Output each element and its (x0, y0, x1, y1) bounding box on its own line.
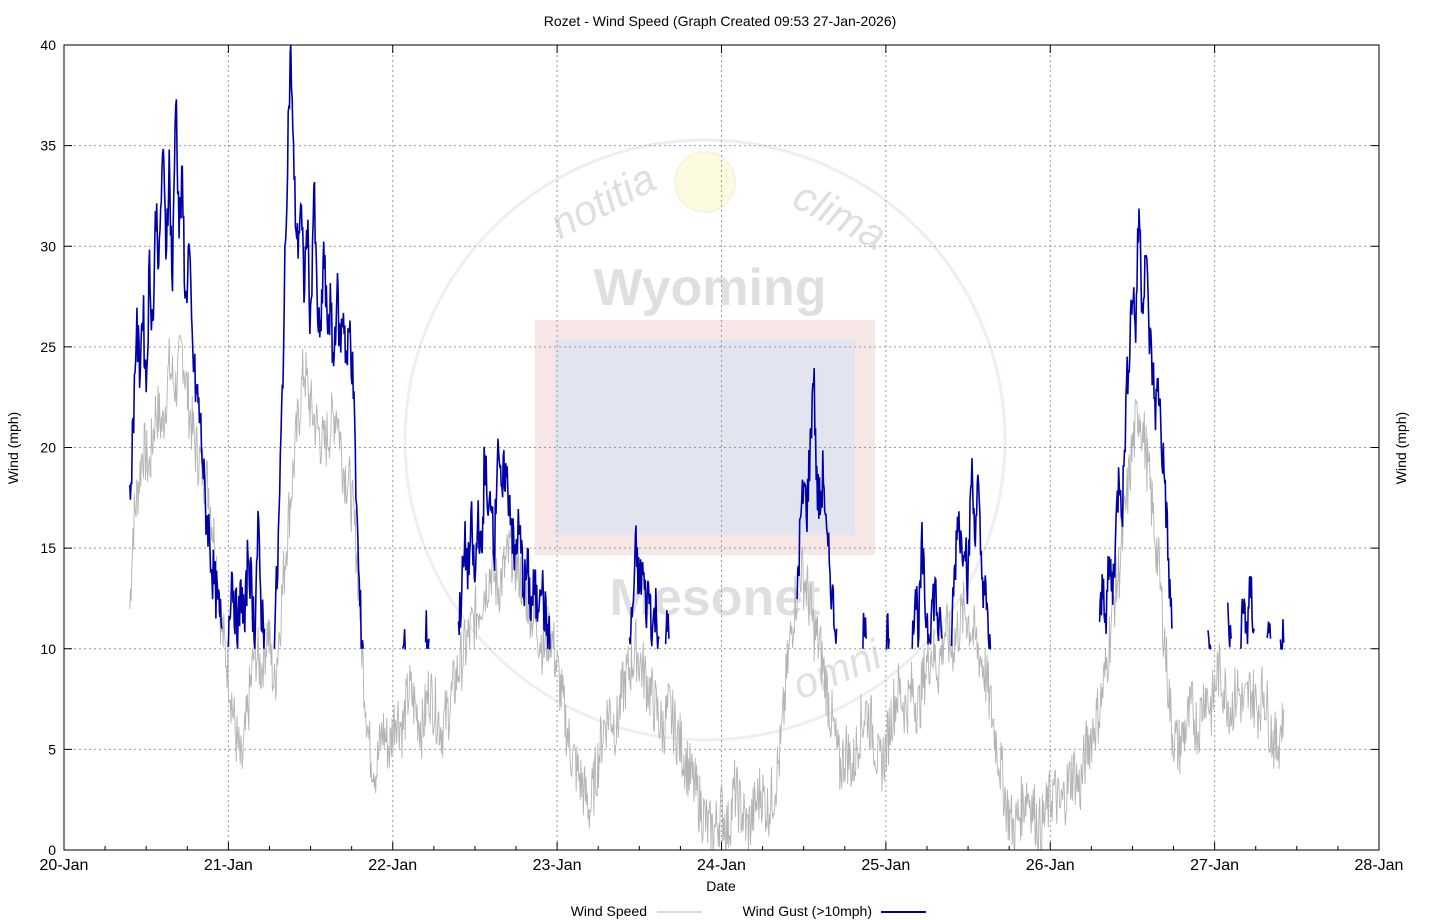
wind-gust-segment (1240, 575, 1255, 649)
x-tick-label: 24-Jan (697, 857, 746, 874)
y-tick-label: 0 (48, 842, 56, 858)
watermark-sun-icon (674, 151, 736, 213)
wind-gust-segment (950, 458, 992, 650)
wind-gust-segment (1279, 619, 1285, 650)
watermark-flag-field (555, 340, 855, 535)
x-tick-label: 23-Jan (533, 857, 582, 874)
x-tick-label: 20-Jan (40, 857, 89, 874)
y-tick-label: 15 (40, 540, 56, 556)
x-tick-label: 27-Jan (1190, 857, 1239, 874)
y-axis-ticks: 0 5 10 15 20 25 30 35 40 (40, 37, 1379, 858)
wind-gust-segment (401, 629, 406, 650)
wind-gust-segment (885, 613, 890, 650)
y-tick-label: 10 (40, 641, 56, 657)
wind-gust-segment (796, 367, 838, 644)
x-tick-label: 22-Jan (368, 857, 417, 874)
x-tick-label: 26-Jan (1026, 857, 1075, 874)
legend-label-wind-speed: Wind Speed (571, 903, 647, 919)
x-tick-label: 28-Jan (1355, 857, 1404, 874)
x-axis-ticks: 20-Jan 21-Jan 22-Jan 23-Jan 24-Jan 25-Jan 26-J… (40, 45, 1404, 874)
wind-speed-series (129, 334, 1285, 851)
wind-gust-segment (1266, 621, 1272, 639)
x-tick-label: 25-Jan (861, 857, 910, 874)
wind-gust-segment (424, 610, 430, 649)
wind-gust-segment (1227, 602, 1232, 648)
wind-gust-segment (1207, 630, 1212, 650)
y-axis-label-left: Wind (mph) (5, 412, 21, 484)
watermark-text-wyoming: Wyoming (593, 259, 826, 317)
y-tick-label: 25 (40, 339, 56, 355)
watermark-seal-ring (403, 138, 1007, 742)
x-tick-label: 21-Jan (204, 857, 253, 874)
grid-lines (64, 45, 1379, 850)
watermark-text-notitia: notitia (542, 154, 663, 248)
y-axis-label-right: Wind (mph) (1393, 412, 1409, 484)
wind-speed-line (129, 334, 1285, 851)
y-tick-label: 20 (40, 440, 56, 456)
chart-title: Rozet - Wind Speed (Graph Created 09:53 … (544, 13, 897, 29)
y-tick-label: 40 (40, 37, 56, 53)
wind-gust-series (129, 44, 1285, 650)
wind-gust-segment (273, 44, 364, 649)
wind-gust-segment (1098, 208, 1173, 634)
wind-gust-segment (664, 610, 670, 645)
wind-gust-segment (129, 99, 223, 629)
wind-gust-segment (628, 525, 660, 649)
y-tick-label: 30 (40, 238, 56, 254)
legend-label-wind-gust: Wind Gust (>10mph) (742, 903, 872, 919)
wind-gust-segment (862, 612, 867, 649)
wind-gust-segment (911, 521, 943, 649)
watermark-text-omni: omni (786, 630, 890, 708)
x-axis-label: Date (706, 878, 736, 894)
wind-gust-segment (227, 510, 266, 649)
wyoming-mesonet-watermark: notitia clima Wyoming Mesonet omni (403, 138, 1007, 742)
wind-gust-segment (457, 438, 551, 650)
y-tick-label: 5 (48, 741, 56, 757)
legend: Wind Speed Wind Gust (>10mph) (571, 903, 926, 919)
y-tick-label: 35 (40, 138, 56, 154)
